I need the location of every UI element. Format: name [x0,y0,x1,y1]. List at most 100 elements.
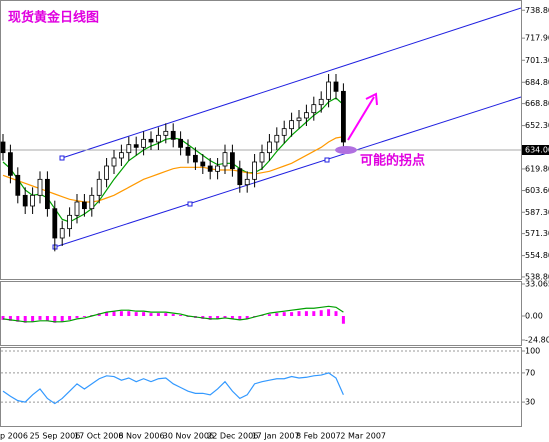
candle-body [333,81,339,92]
histogram-bar [38,315,42,320]
signal-line [2,305,344,323]
x-tick-label: 2 Mar 2007 [340,432,386,441]
candle-body [237,168,243,186]
candle-body [59,228,65,239]
y-tick-label: 0.00 [525,311,543,320]
histogram-bar [53,315,57,323]
candle-body [215,165,221,172]
candle-body [222,152,228,167]
y-tick-label: 587.30 [525,208,549,217]
histogram-bar [45,315,49,321]
y-tick-label: 634.00 [525,146,549,155]
candle-body [15,174,21,196]
histogram-bar [245,315,249,319]
histogram-bar [238,315,242,320]
candle-body [148,138,154,143]
candle-body [178,138,184,148]
candle-body [0,141,6,154]
y-tick-label: 30 [525,398,535,407]
histogram-bar [341,315,345,324]
histogram-bar [127,311,131,316]
candle-body [296,117,302,122]
highlight-ellipse [335,146,357,154]
candle-body [244,178,250,186]
chart-title: 现货黄金日线图 [8,10,99,26]
histogram-bar [267,314,271,316]
channel-handle [59,155,65,161]
macd-panel [0,281,522,346]
histogram-bar [142,312,146,316]
x-tick-label: 8 Feb 2007 [296,432,341,441]
histogram-bar [334,311,338,316]
plot: 738.80 717.90 701.30 684.80 668.80 652.30 634.… [0,6,549,441]
main-panel [0,0,522,280]
candle-body [252,161,258,180]
histogram-bar [112,311,116,316]
candle-body [318,98,324,106]
candle-body [207,165,213,172]
y-tick-label: 538.80 [525,272,549,281]
histogram-bar [23,315,27,323]
histogram-bar [156,313,160,316]
candle-body [163,130,169,136]
candle-body [119,152,124,159]
candle-body [111,157,117,167]
current-price-box [522,145,549,155]
y-tick-label: -24.8030 [525,336,549,345]
x-tick-label: 25 Sep 2006 [30,432,81,441]
y-tick-label: 100 [525,347,540,356]
candle-body [311,104,317,114]
y-tick-label: 33.0657 [525,280,549,289]
histogram-bar [75,315,79,318]
candle-body [52,208,58,239]
y-tick-label: 571.30 [525,229,549,238]
histogram-bar [68,315,72,320]
y-tick-label: 70 [525,368,535,377]
histogram-bar [290,312,294,316]
candle-body [170,130,176,140]
histogram-bar [1,315,5,320]
y-tick-label: 717.90 [525,34,549,43]
annotation: 可能的拐点 [360,153,425,169]
y-tick-label: 701.30 [525,56,549,65]
histogram-bar [149,313,153,316]
candle-body [82,201,87,210]
histogram-bar [208,315,212,320]
candle-body [200,161,206,167]
x-tick-label: 30 Nov 2006 [163,432,214,441]
histogram-bar [230,315,234,319]
histogram-bar [304,311,308,316]
histogram-bar [282,312,286,316]
candle-body [259,152,265,163]
x-tick-label: 8 Nov 2006 [118,432,164,441]
channel-handle [187,201,193,207]
histogram-bar [319,310,323,316]
candle-body [89,194,95,210]
rsi-line [2,372,344,405]
histogram-bar [171,314,175,316]
histogram-bar [60,315,64,322]
candle-body [281,128,287,136]
candle-body [45,178,50,210]
histogram-bar [327,309,331,316]
arrow [347,96,375,141]
histogram-bar [16,315,20,322]
channel-lower [54,96,522,248]
candle-body [7,152,13,176]
candle-body [185,146,191,156]
x-tick-label: 17 Jan 2007 [252,432,300,441]
x-tick-label: 22 Dec 2006 [207,432,258,441]
histogram-bar [179,315,183,316]
rsi-panel [0,347,522,427]
candle-body [104,165,109,180]
histogram-bar [275,313,279,316]
x-tick-label: 17 Oct 2006 [74,432,123,441]
candle-body [126,144,132,154]
histogram-bar [164,313,168,316]
histogram-bar [223,315,227,318]
arrow-head [365,92,378,106]
candle-body [141,138,147,148]
histogram-bar [8,315,12,321]
channel-upper [61,7,522,159]
histogram-bar [82,315,86,317]
